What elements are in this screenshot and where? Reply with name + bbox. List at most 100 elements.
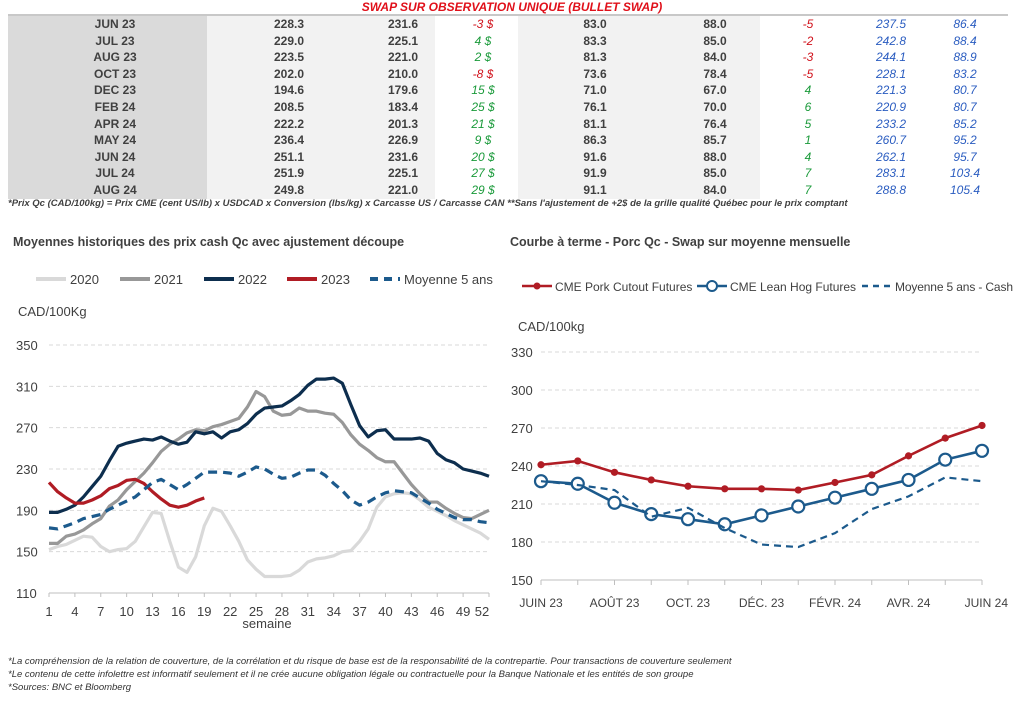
x-tick-label: 13 <box>145 604 159 619</box>
cell-c3: 183.4 <box>387 99 419 114</box>
cell-c9: 105.4 <box>949 182 981 197</box>
left-chart-title: Moyennes historiques des prix cash Qc av… <box>13 235 405 249</box>
cell-c3: 231.6 <box>387 17 419 31</box>
pork-cutout-marker <box>647 476 655 484</box>
cell-c9: 95.7 <box>953 149 977 164</box>
cell-c9: 95.2 <box>953 133 977 148</box>
x-axis-label: semaine <box>242 616 291 631</box>
cell-c5: 91.9 <box>583 166 607 181</box>
cell-c5: 83.3 <box>583 33 607 48</box>
cell-c8: 220.9 <box>875 99 907 114</box>
cell-c6: 78.4 <box>703 66 727 81</box>
cell-c4: -8 $ <box>472 66 494 81</box>
cell-c9: 88.9 <box>953 50 977 65</box>
table-row: MAY 24 236.4 226.9 9 $ 86.3 85.7 1 260.7 95.2 <box>8 132 1008 149</box>
lean-hog-marker <box>938 452 953 467</box>
footnote-1: *La compréhension de la relation de couv… <box>8 656 732 667</box>
cell-month: MAY 24 <box>93 133 137 148</box>
cell-month: AUG 24 <box>93 182 137 197</box>
pork-cutout-marker <box>978 421 986 430</box>
cell-c5: 86.3 <box>583 133 607 148</box>
x-tick-label: 37 <box>352 604 366 619</box>
table-row: OCT 23 202.0 210.0 -8 $ 73.6 78.4 -5 228.1 83.2 <box>8 66 1008 83</box>
cell-c9: 88.4 <box>953 33 977 48</box>
cell-c7: 7 <box>804 166 812 181</box>
x-tick-label: 16 <box>171 604 185 619</box>
cell-c5: 81.3 <box>583 50 607 65</box>
x-tick-label: 28 <box>275 604 289 619</box>
legend-label: CME Lean Hog Futures <box>730 280 856 294</box>
y-tick-label: 180 <box>511 535 533 550</box>
usd-column-bg <box>518 16 760 199</box>
x-tick-label: 1 <box>45 604 52 619</box>
cell-c8: 262.1 <box>875 149 907 164</box>
y-tick-label: 300 <box>511 383 533 398</box>
lean-hog-marker <box>754 508 769 523</box>
cell-c5: 83.0 <box>583 17 607 31</box>
cell-c7: -2 <box>802 33 814 48</box>
cell-c4: 20 $ <box>471 149 495 164</box>
cell-c6: 85.0 <box>703 166 727 181</box>
lean-hog-marker <box>680 512 696 527</box>
series-line-2023 <box>47 477 205 509</box>
cell-month: JUL 23 <box>95 33 135 48</box>
cell-c2: 228.3 <box>273 17 305 31</box>
legend-label: CME Pork Cutout Futures <box>555 280 692 294</box>
y-tick-label: 270 <box>16 421 38 436</box>
x-tick-label: DÉC. 23 <box>739 595 785 610</box>
series-line-2021 <box>49 389 490 545</box>
x-tick-label: 4 <box>71 604 78 619</box>
lean-hog-marker <box>791 499 806 514</box>
table-row: AUG 23 223.5 221.0 2 $ 81.3 84.0 -3 244.1 88.9 <box>8 49 1008 66</box>
x-tick-label: 19 <box>197 604 211 619</box>
footnote-2: *Le contenu de cette infolettre est info… <box>8 669 694 680</box>
pork-cutout-marker <box>574 457 582 465</box>
cell-c2: 229.0 <box>273 33 305 48</box>
y-tick-label: 350 <box>16 338 38 353</box>
lean-hog-marker <box>607 495 622 510</box>
x-tick-label: 40 <box>378 604 392 619</box>
cell-c7: -5 <box>802 66 814 81</box>
swap-table: JUN 23 228.3 231.6 -3 $83.0 88.0 -5 237.5 86.4 J… <box>8 14 1008 199</box>
cell-c2: 208.5 <box>273 99 305 114</box>
cell-c5: 91.1 <box>583 182 607 197</box>
lean-hog-marker <box>974 443 990 458</box>
cell-c6: 84.0 <box>703 182 727 197</box>
pork-cutout-marker <box>721 485 729 493</box>
cell-c5: 71.0 <box>583 83 607 98</box>
cell-month: APR 24 <box>93 116 137 131</box>
y-tick-label: 310 <box>16 379 38 394</box>
cell-c5: 81.1 <box>583 116 607 131</box>
cell-month: FEB 24 <box>94 99 136 114</box>
pork-cutout-marker <box>941 434 949 442</box>
cell-month: AUG 23 <box>93 50 137 65</box>
cell-c2: 251.1 <box>273 149 305 164</box>
x-tick-label: 34 <box>326 604 340 619</box>
cell-c8: 242.8 <box>875 33 907 48</box>
cell-c3: 226.9 <box>387 133 419 148</box>
swap-table-title: SWAP SUR OBSERVATION UNIQUE (BULLET SWAP… <box>361 0 663 14</box>
cell-c5: 91.6 <box>583 149 607 164</box>
cell-c8: 283.1 <box>875 166 907 181</box>
cell-c4: 2 $ <box>474 50 492 65</box>
lean-hog-marker <box>901 472 916 488</box>
legend-label: 2023 <box>321 272 350 287</box>
lean-hog-marker <box>717 517 732 532</box>
cell-c2: 236.4 <box>273 133 305 148</box>
x-tick-label: FÉVR. 24 <box>809 595 861 610</box>
x-tick-label: AOÛT 23 <box>590 595 640 610</box>
x-tick-label: 7 <box>97 604 104 619</box>
cell-c4: 29 $ <box>471 182 495 197</box>
cell-c2: 251.9 <box>273 166 305 181</box>
cell-c9: 80.7 <box>953 83 977 98</box>
table-row: FEB 24 208.5 183.4 25 $ 76.1 70.0 6 220.9 80.7 <box>8 99 1008 116</box>
x-tick-label: 46 <box>430 604 444 619</box>
pork-cutout-marker <box>868 471 876 479</box>
cme-column-bg <box>207 16 435 199</box>
y-axis-label: CAD/100Kg <box>18 304 87 319</box>
series-line-cme-pork-cutout-futures <box>540 424 983 492</box>
cell-c8: 221.3 <box>875 83 907 98</box>
x-tick-label: 49 <box>456 604 470 619</box>
pork-cutout-marker <box>610 468 619 476</box>
